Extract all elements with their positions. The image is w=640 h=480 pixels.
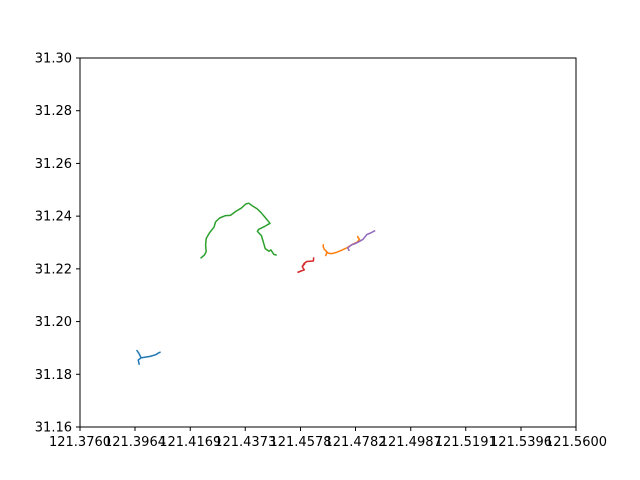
y-tick-label-0: 31.16: [35, 421, 72, 436]
x-tick-label-4: 121.4578: [269, 435, 331, 450]
y-tick-label-1: 31.18: [35, 368, 72, 383]
series-line-7: [346, 229, 376, 252]
x-tick-label-9: 121.5600: [545, 435, 607, 450]
x-tick-label-5: 121.4782: [324, 435, 386, 450]
plot-frame: [79, 57, 577, 428]
series-line-3: [324, 251, 328, 257]
y-axis: 31.16 31.18 31.20 31.22 31.24 31.26 31.28 31.30: [35, 52, 80, 436]
x-tick-label-7: 121.5191: [435, 435, 497, 450]
x-tick-label-2: 121.4169: [159, 435, 221, 450]
x-tick-label-1: 121.3964: [104, 435, 166, 450]
y-tick-label-6: 31.28: [35, 104, 72, 119]
series-line-4: [200, 202, 277, 259]
x-tick-label-6: 121.4987: [380, 435, 442, 450]
y-tick-label-5: 31.26: [35, 157, 72, 172]
x-tick-label-3: 121.4373: [214, 435, 276, 450]
series-line-6: [301, 263, 306, 268]
x-tick-label-0: 121.3760: [49, 435, 111, 450]
y-tick-label-7: 31.30: [35, 52, 72, 67]
series-layer: [135, 202, 376, 365]
y-tick-label-3: 31.22: [35, 262, 72, 277]
x-tick-label-8: 121.5396: [490, 435, 552, 450]
y-tick-label-2: 31.20: [35, 315, 72, 330]
x-axis: 121.3760121.3964121.4169121.4373121.4578…: [49, 427, 607, 450]
series-line-2: [322, 235, 361, 255]
y-tick-label-4: 31.24: [35, 210, 72, 225]
series-line-0: [137, 351, 161, 365]
series-line-1: [135, 349, 142, 359]
